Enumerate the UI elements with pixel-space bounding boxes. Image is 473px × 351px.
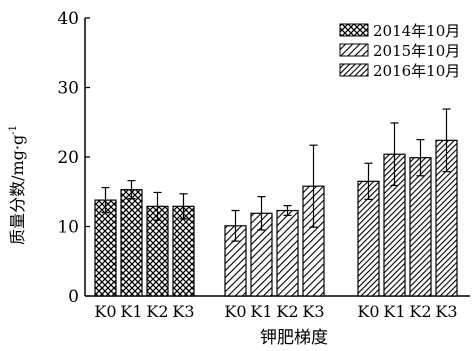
x-tick-label: K3 xyxy=(435,302,457,321)
legend-swatch xyxy=(339,63,369,77)
y-tick-label: 30 xyxy=(57,79,79,99)
y-axis-label-superscript: -1 xyxy=(8,125,19,135)
bar xyxy=(94,199,117,297)
x-tick-labels: K0 K1 K2 K3 K0 K1 K2 K3 K0 K1 K2 K3 xyxy=(94,302,457,321)
legend-swatch xyxy=(339,43,369,57)
y-axis-label: 质量分数/mg·g-1 xyxy=(8,125,27,245)
y-tick-label: 40 xyxy=(57,9,79,29)
legend-label: 2015年10月 xyxy=(373,42,460,60)
y-tick-labels: 0 10 20 30 40 xyxy=(57,9,79,307)
legend-label: 2016年10月 xyxy=(373,62,460,80)
x-tick-label: K2 xyxy=(276,302,298,321)
x-tick-label: K0 xyxy=(94,302,116,321)
x-tick-label: K1 xyxy=(383,302,405,321)
legend: 2014年10月 2015年10月 2016年10月 xyxy=(339,22,460,80)
y-axis-label-text: 质量分数/mg·g xyxy=(8,135,27,245)
y-tick-label: 0 xyxy=(68,287,79,307)
x-tick-label: K2 xyxy=(146,302,168,321)
x-tick-label: K1 xyxy=(250,302,272,321)
x-tick-label: K2 xyxy=(409,302,431,321)
x-tick-label: K1 xyxy=(120,302,142,321)
bar xyxy=(276,209,299,297)
error-bars-layer xyxy=(101,108,451,242)
x-tick-label: K3 xyxy=(172,302,194,321)
x-tick-label: K0 xyxy=(357,302,379,321)
x-tick-label: K0 xyxy=(224,302,246,321)
bar xyxy=(172,205,195,297)
bars-layer xyxy=(94,139,458,297)
legend-label: 2014年10月 xyxy=(373,22,460,40)
y-tick-label: 20 xyxy=(57,148,79,168)
y-axis-label-group: 质量分数/mg·g-1 xyxy=(8,125,27,245)
bar xyxy=(120,189,143,297)
y-tick-label: 10 xyxy=(57,218,79,238)
x-axis-label: 钾肥梯度 xyxy=(260,328,328,348)
legend-swatch xyxy=(339,23,369,37)
bar xyxy=(409,157,432,297)
x-tick-label: K3 xyxy=(302,302,324,321)
